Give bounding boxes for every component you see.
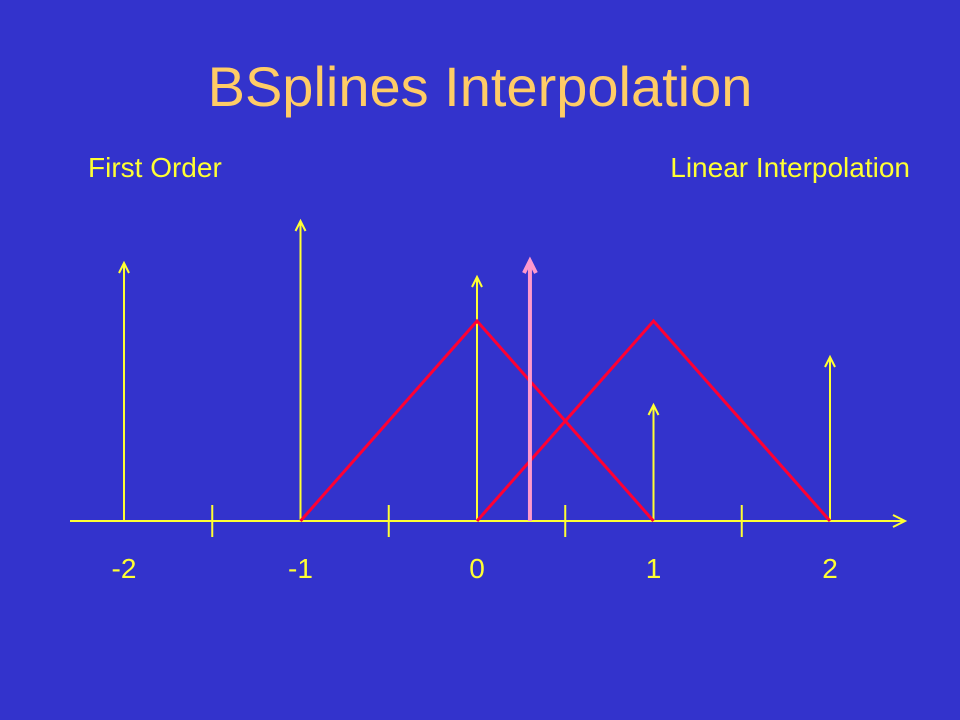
axis-tick-labels: -2 -1 0 1 2 bbox=[112, 553, 838, 584]
slide-title: BSplines Interpolation bbox=[207, 55, 753, 118]
tick-label: 1 bbox=[646, 553, 662, 584]
linear-interpolation-label: Linear Interpolation bbox=[670, 152, 910, 183]
triangle-kernel bbox=[475, 318, 832, 522]
sample-arrowhead bbox=[647, 402, 660, 416]
sample-arrowhead bbox=[118, 260, 130, 274]
query-point bbox=[522, 256, 538, 521]
query-arrowhead bbox=[522, 256, 538, 274]
sample-arrowhead bbox=[824, 354, 836, 368]
tick-label: -2 bbox=[112, 553, 137, 584]
sample-arrowhead bbox=[294, 218, 307, 232]
x-axis-arrowhead bbox=[892, 514, 908, 528]
triangle-kernel bbox=[299, 318, 655, 522]
first-order-label: First Order bbox=[88, 152, 222, 183]
sample-arrowhead bbox=[471, 274, 483, 288]
sample-arrows bbox=[118, 218, 836, 521]
half-tick-marks bbox=[211, 505, 743, 537]
tick-label: 0 bbox=[469, 553, 485, 584]
triangle-kernels bbox=[299, 318, 832, 522]
tick-label: -1 bbox=[288, 553, 313, 584]
tick-label: 2 bbox=[822, 553, 838, 584]
